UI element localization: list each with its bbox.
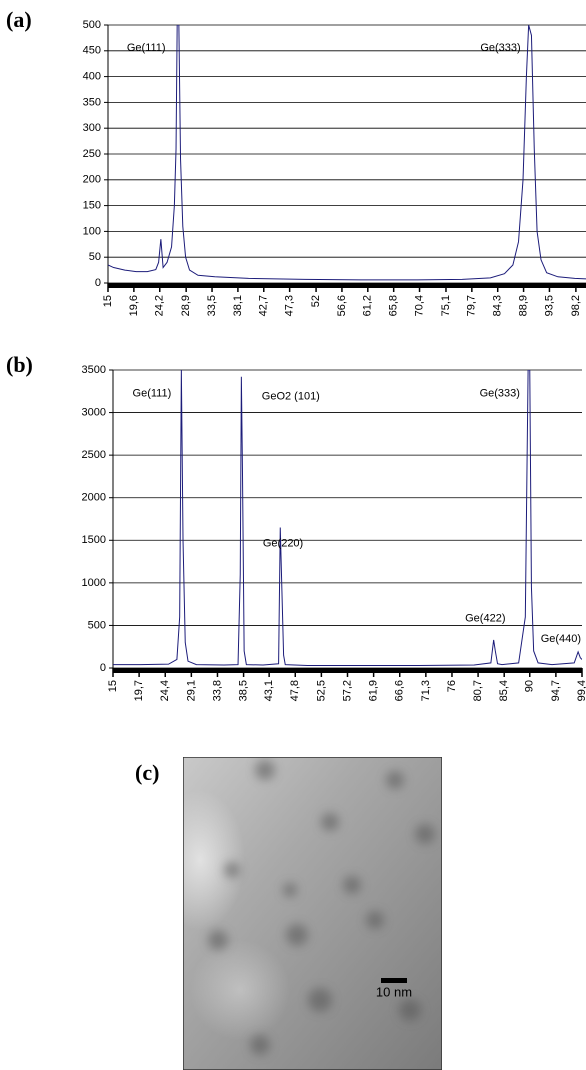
x-tick-label: 52,5	[315, 680, 327, 701]
x-tick-label: 65,8	[388, 295, 400, 316]
x-tick-label: 56,6	[336, 295, 348, 316]
y-tick-label: 250	[83, 148, 101, 160]
spectrum-line	[113, 370, 582, 665]
x-tick-label: 24,4	[159, 680, 171, 701]
x-tick-label: 47,8	[289, 680, 301, 701]
figure: 10 nm (c) (a)050100150200250300350400450…	[0, 0, 586, 1070]
panel-label: (b)	[6, 352, 33, 377]
x-tick-label: 52	[310, 295, 322, 307]
peak-label: Ge(422)	[465, 613, 505, 625]
x-tick-label: 76	[446, 680, 458, 692]
x-tick-label: 88,9	[517, 295, 529, 316]
y-tick-label: 500	[83, 19, 101, 31]
y-tick-label: 2500	[82, 449, 106, 461]
x-tick-label: 98,2	[570, 295, 582, 316]
y-tick-label: 2000	[82, 492, 106, 504]
peak-label: Ge(440)	[541, 633, 581, 645]
x-tick-label: 42,7	[258, 295, 270, 316]
x-tick-label: 79,7	[466, 295, 478, 316]
peak-label: Ge(333)	[480, 388, 520, 400]
scale-bar-label: 10 nm	[376, 984, 412, 999]
x-tick-label: 61,9	[368, 680, 380, 701]
y-tick-label: 50	[89, 251, 101, 263]
peak-label: Ge(111)	[127, 42, 166, 54]
spectrum-line	[108, 25, 586, 280]
peak-label: Ge(333)	[480, 42, 520, 54]
x-tick-label: 94,7	[550, 680, 562, 701]
y-tick-label: 100	[83, 225, 101, 237]
x-tick-label: 29,1	[185, 680, 197, 701]
y-tick-label: 0	[95, 277, 101, 289]
x-tick-label: 38,5	[237, 680, 249, 701]
x-tick-label: 75,1	[440, 295, 452, 316]
x-tick-label: 84,3	[492, 295, 504, 316]
x-tick-label: 61,2	[362, 295, 374, 316]
x-tick-label: 71,3	[420, 680, 432, 701]
x-tick-label: 43,1	[263, 680, 275, 701]
y-tick-label: 0	[100, 662, 106, 674]
x-tick-label: 38,1	[232, 295, 244, 316]
x-tick-label: 90	[524, 680, 536, 692]
x-tick-label: 19,7	[133, 680, 145, 701]
y-tick-label: 200	[83, 174, 101, 186]
x-tick-label: 15	[107, 680, 119, 692]
x-tick-label: 15	[102, 295, 114, 307]
x-tick-label: 47,3	[284, 295, 296, 316]
x-tick-label: 24,2	[154, 295, 166, 316]
x-tick-label: 85,4	[498, 680, 510, 701]
y-tick-label: 350	[83, 96, 101, 108]
y-tick-label: 1000	[82, 577, 106, 589]
scale-bar	[381, 978, 407, 983]
x-axis	[108, 283, 586, 288]
y-tick-label: 400	[83, 71, 101, 83]
y-tick-label: 450	[83, 45, 101, 57]
x-tick-label: 19,6	[128, 295, 140, 316]
y-tick-label: 500	[88, 619, 106, 631]
x-tick-label: 93,5	[543, 295, 555, 316]
panel-label: (c)	[135, 760, 159, 785]
x-tick-label: 33,5	[206, 295, 218, 316]
peak-label: Ge(220)	[263, 538, 303, 550]
panel-label: (a)	[6, 7, 32, 32]
x-tick-label: 70,4	[413, 295, 425, 316]
peak-label: GeO2 (101)	[262, 390, 320, 402]
tem-image: 10 nm	[155, 757, 442, 1070]
y-tick-label: 3000	[82, 406, 106, 418]
x-tick-label: 99,4	[576, 680, 586, 701]
x-tick-label: 28,9	[180, 295, 192, 316]
y-tick-label: 1500	[82, 534, 106, 546]
x-tick-label: 33,8	[211, 680, 223, 701]
y-tick-label: 300	[83, 122, 101, 134]
x-tick-label: 66,6	[394, 680, 406, 701]
peak-label: Ge(111)	[133, 388, 172, 400]
x-tick-label: 57,2	[341, 680, 353, 701]
x-tick-label: 80,7	[472, 680, 484, 701]
y-tick-label: 3500	[82, 364, 106, 376]
y-tick-label: 150	[83, 200, 101, 212]
